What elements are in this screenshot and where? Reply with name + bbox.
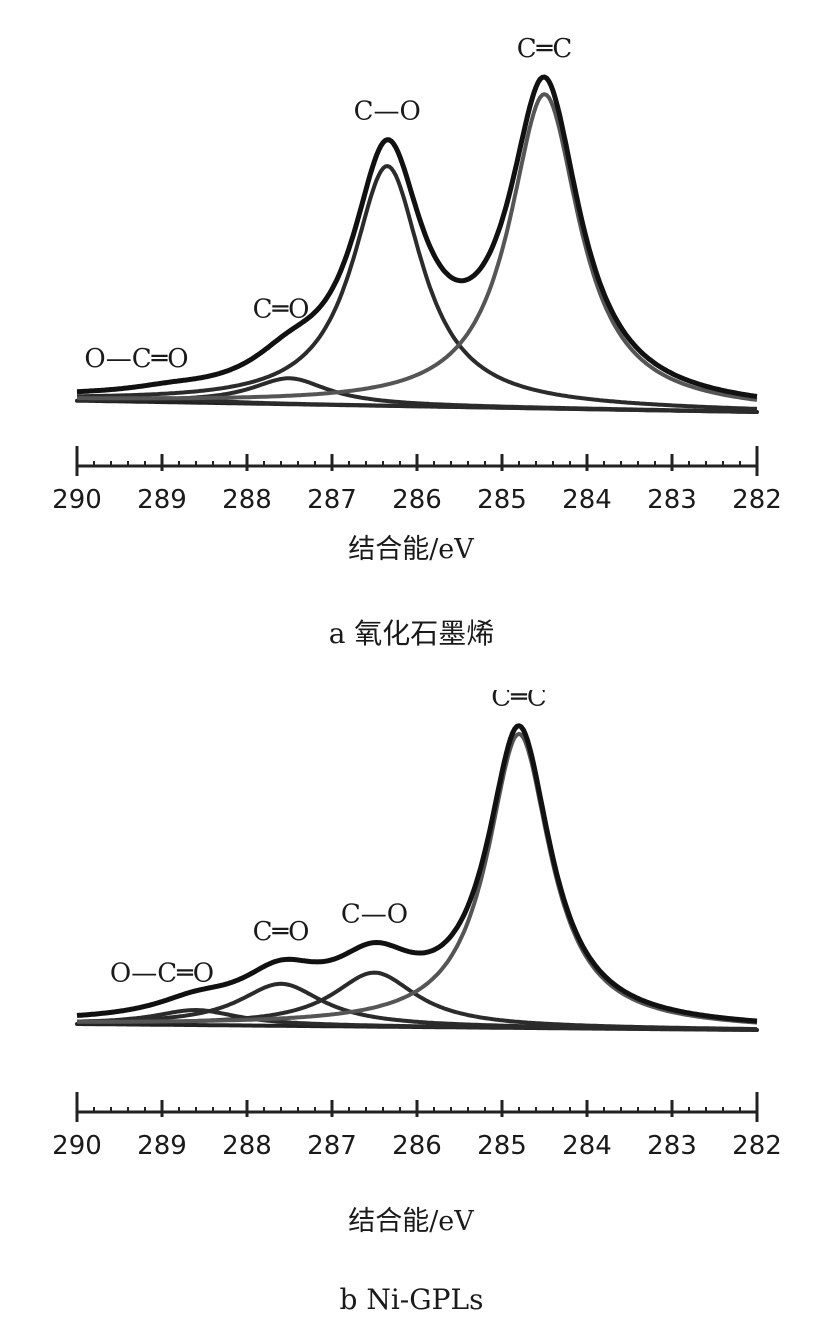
chart-a-peak-3 xyxy=(77,92,758,402)
chart-b-x-axis-title: 结合能/eV xyxy=(348,1206,474,1237)
chart-a-x-tick-label: 285 xyxy=(477,485,527,515)
chart-b-caption: b Ni-GPLs xyxy=(339,1283,484,1316)
chart-b-peak-label: O—C═O xyxy=(110,959,214,989)
chart-a-peak-label: C—O xyxy=(354,97,421,127)
chart-a-peak-label: O—C═O xyxy=(84,344,188,374)
chart-a-peak-labels: O—C═O C═O C—O C═C xyxy=(84,34,572,374)
chart-b-x-tick-label: 287 xyxy=(307,1131,357,1161)
chart-b-x-tick-label: 284 xyxy=(562,1131,612,1161)
chart-b-peak-3 xyxy=(77,731,758,1025)
chart-a-caption: a 氧化石墨烯 xyxy=(328,617,495,650)
chart-b: 290 289 288 287 286 285 284 283 282 O—C═O C═O C—O C… xyxy=(52,690,782,1237)
chart-a-peak-label: C═O xyxy=(253,294,310,324)
chart-a-x-axis-title: 结合能/eV xyxy=(348,534,474,565)
chart-b-x-tick-label: 289 xyxy=(137,1131,187,1161)
chart-b-curves xyxy=(75,723,759,1032)
chart-b-peak-label: C—O xyxy=(341,900,408,930)
chart-b-x-tick-label: 288 xyxy=(222,1131,272,1161)
chart-b-x-tick-label: 282 xyxy=(732,1131,782,1161)
chart-b-x-tick-label: 290 xyxy=(52,1131,102,1161)
chart-b-peak-label: C═O xyxy=(253,917,310,947)
chart-b-x-tick-label: 286 xyxy=(392,1131,442,1161)
chart-b-axis: 290 289 288 287 286 285 284 283 282 xyxy=(52,1092,782,1161)
chart-a-x-tick-label: 283 xyxy=(647,485,697,515)
chart-b-envelope xyxy=(76,723,758,1024)
chart-b-x-tick-label: 283 xyxy=(647,1131,697,1161)
chart-a-x-tick-label: 288 xyxy=(222,485,272,515)
chart-a-x-tick-label: 284 xyxy=(562,485,612,515)
chart-a-curves xyxy=(75,74,759,414)
chart-b-x-tick-label: 285 xyxy=(477,1131,527,1161)
chart-b-peak-label: C═C xyxy=(491,690,546,713)
chart-b-peak-labels: O—C═O C═O C—O C═C xyxy=(110,690,547,989)
chart-a-x-tick-label: 286 xyxy=(392,485,442,515)
chart-a-x-tick-label: 289 xyxy=(137,485,187,515)
chart-a: 290 289 288 287 286 285 284 283 282 O—C═O C═O C—O C… xyxy=(52,34,782,565)
chart-a-x-tick-label: 290 xyxy=(52,485,102,515)
chart-a-peak-2 xyxy=(77,164,758,411)
chart-a-axis: 290 289 288 287 286 285 284 283 282 xyxy=(52,446,782,515)
chart-a-peak-label: C═C xyxy=(517,34,572,64)
chart-a-x-tick-label: 282 xyxy=(732,485,782,515)
chart-a-envelope xyxy=(76,74,758,399)
chart-a-x-tick-label: 287 xyxy=(307,485,357,515)
